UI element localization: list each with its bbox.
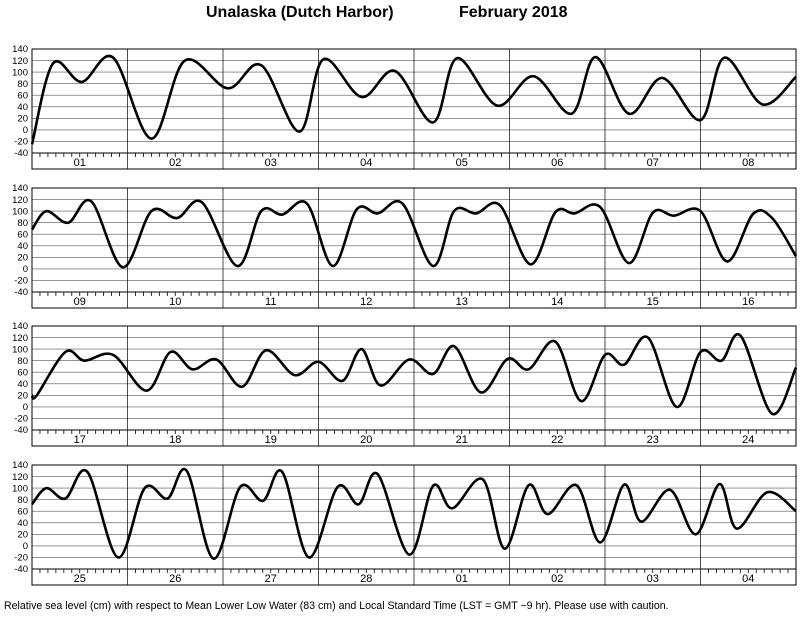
y-tick-label: 20 <box>17 530 28 541</box>
y-tick-label: 0 <box>23 541 28 552</box>
day-label: 07 <box>647 157 659 169</box>
y-tick-label: -40 <box>14 564 28 575</box>
y-tick-label: -20 <box>14 553 28 564</box>
chart-title-row: Unalaska (Dutch Harbor) February 2018 <box>0 4 800 26</box>
y-tick-label: 40 <box>17 518 28 529</box>
y-tick-label: 140 <box>12 183 28 194</box>
y-tick-label: -20 <box>14 276 28 287</box>
day-label: 20 <box>360 434 372 446</box>
day-label: 28 <box>360 573 372 585</box>
y-tick-label: 0 <box>23 264 28 275</box>
y-tick-label: 60 <box>17 90 28 101</box>
day-label: 03 <box>647 573 659 585</box>
chart-footnote: Relative sea level (cm) with respect to … <box>4 600 669 612</box>
y-tick-label: 120 <box>12 195 28 206</box>
panel-frame <box>31 187 797 309</box>
day-label: 02 <box>551 573 563 585</box>
y-tick-label: 0 <box>23 402 28 413</box>
y-tick-label: 120 <box>12 333 28 344</box>
panel-frame <box>31 464 797 586</box>
y-tick-label: -40 <box>14 148 28 159</box>
day-label: 27 <box>265 573 277 585</box>
day-label: 02 <box>169 157 181 169</box>
day-label: 04 <box>742 573 754 585</box>
day-label: 09 <box>74 296 86 308</box>
day-label: 19 <box>265 434 277 446</box>
y-tick-label: 80 <box>17 79 28 90</box>
day-label: 22 <box>551 434 563 446</box>
day-label: 13 <box>456 296 468 308</box>
day-label: 03 <box>265 157 277 169</box>
day-label: 16 <box>742 296 754 308</box>
y-tick-label: 140 <box>12 460 28 471</box>
y-tick-label: 20 <box>17 253 28 264</box>
tide-curve-series-1 <box>30 332 798 416</box>
y-tick-label: 40 <box>17 241 28 252</box>
y-tick-label: 80 <box>17 356 28 367</box>
chart-title-location: Unalaska (Dutch Harbor) <box>206 4 394 21</box>
y-tick-label: 20 <box>17 391 28 402</box>
y-tick-label: 120 <box>12 472 28 483</box>
y-tick-label: 140 <box>12 321 28 332</box>
panel-frame <box>31 48 797 170</box>
day-label: 11 <box>265 296 276 308</box>
y-tick-label: 80 <box>17 218 28 229</box>
y-tick-label: -40 <box>14 425 28 436</box>
day-label: 24 <box>742 434 754 446</box>
day-label: 18 <box>169 434 181 446</box>
day-label: 08 <box>742 157 754 169</box>
day-label: 21 <box>456 434 468 446</box>
y-tick-label: 20 <box>17 114 28 125</box>
y-tick-label: -20 <box>14 414 28 425</box>
y-tick-label: -40 <box>14 287 28 298</box>
day-label: 01 <box>456 573 468 585</box>
day-label: 14 <box>551 296 563 308</box>
day-label: 15 <box>647 296 659 308</box>
y-tick-label: 140 <box>12 44 28 55</box>
y-tick-label: -20 <box>14 137 28 148</box>
day-label: 06 <box>551 157 563 169</box>
y-tick-label: 60 <box>17 229 28 240</box>
y-tick-label: 120 <box>12 56 28 67</box>
day-label: 12 <box>360 296 372 308</box>
day-label: 04 <box>360 157 372 169</box>
day-label: 05 <box>456 157 468 169</box>
tide-curve-series-1 <box>30 54 797 145</box>
tide-curve-series-1 <box>30 198 798 269</box>
y-tick-label: 0 <box>23 125 28 136</box>
y-tick-label: 100 <box>12 344 28 355</box>
y-tick-label: 40 <box>17 379 28 390</box>
tide-curve-series-1 <box>30 467 797 560</box>
day-label: 01 <box>74 157 86 169</box>
day-label: 25 <box>74 573 86 585</box>
y-tick-label: 60 <box>17 367 28 378</box>
y-tick-label: 40 <box>17 102 28 113</box>
day-label: 26 <box>169 573 181 585</box>
y-tick-label: 80 <box>17 495 28 506</box>
y-tick-label: 60 <box>17 506 28 517</box>
y-tick-label: 100 <box>12 483 28 494</box>
day-label: 10 <box>169 296 181 308</box>
day-label: 23 <box>647 434 659 446</box>
chart-title-period: February 2018 <box>459 4 568 21</box>
day-label: 17 <box>74 434 86 446</box>
y-tick-label: 100 <box>12 67 28 78</box>
y-tick-label: 100 <box>12 206 28 217</box>
panel-frame <box>31 325 797 447</box>
